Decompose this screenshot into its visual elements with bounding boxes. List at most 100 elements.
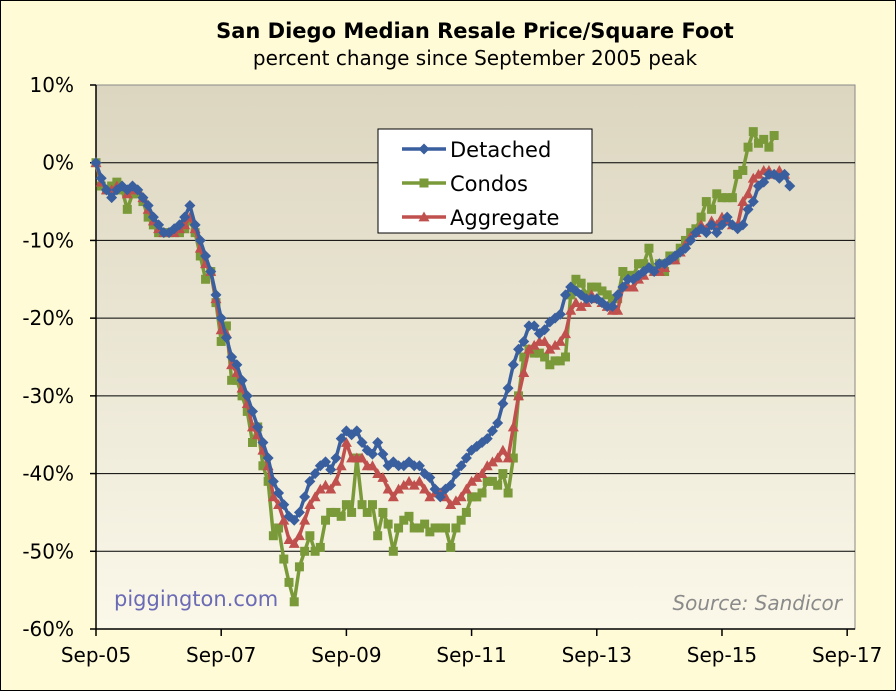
detached-point <box>95 172 107 184</box>
aggregate-point <box>554 335 566 346</box>
detached-point <box>518 335 530 347</box>
condos-point <box>441 523 451 533</box>
detached-point <box>189 219 201 231</box>
condos-point <box>289 597 299 607</box>
condos-point <box>493 480 503 490</box>
aggregate-point <box>320 479 332 490</box>
condos-point <box>482 476 492 486</box>
detached-point <box>267 475 279 487</box>
aggregate-point <box>492 452 504 463</box>
detached-point <box>737 219 749 231</box>
aggregate-point <box>460 483 472 494</box>
condos-point <box>707 204 717 214</box>
condos-point <box>534 348 544 358</box>
y-tick-label: -20% <box>22 306 74 330</box>
detached-point <box>429 483 441 495</box>
legend-aggregate-marker <box>418 211 430 222</box>
aggregate-point <box>314 483 326 494</box>
condos-point <box>722 193 732 203</box>
aggregate-point <box>335 460 347 471</box>
aggregate-point <box>330 475 342 486</box>
aggregate-point <box>752 168 764 179</box>
detached-point <box>711 227 723 239</box>
condos-point <box>733 169 743 179</box>
detached-point <box>481 433 493 445</box>
x-axis-ticks: Sep-05 Sep-07 Sep-09 Sep-11 Sep-13 Sep-15 Sep-… <box>61 629 882 667</box>
condos-point <box>712 189 722 199</box>
condos-point <box>717 193 727 203</box>
condos-point <box>618 267 628 277</box>
x-tick-label: Sep-11 <box>436 643 506 667</box>
aggregate-point <box>466 475 478 486</box>
condos-point <box>216 336 226 346</box>
detached-point <box>758 176 770 188</box>
detached-point <box>252 421 264 433</box>
condos-point <box>435 523 445 533</box>
aggregate-point <box>539 335 551 346</box>
detached-point <box>747 196 759 208</box>
condos-point <box>284 577 294 587</box>
detached-point <box>648 266 660 278</box>
condos-point <box>315 542 325 552</box>
aggregate-point <box>486 456 498 467</box>
detached-point <box>539 324 551 336</box>
detached-point <box>147 211 159 223</box>
detached-point <box>106 192 118 204</box>
condos-point <box>279 554 289 564</box>
condos-point <box>446 542 456 552</box>
detached-point <box>700 227 712 239</box>
condos-point <box>451 523 461 533</box>
detached-point <box>450 468 462 480</box>
detached-point <box>721 211 733 223</box>
condos-point <box>294 562 304 572</box>
watermark-text: piggington.com <box>114 587 278 611</box>
detached-point <box>742 203 754 215</box>
detached-point <box>492 417 504 429</box>
condos-point <box>414 523 424 533</box>
condos-point <box>696 212 706 222</box>
detached-series <box>90 157 796 526</box>
detached-point <box>100 184 112 196</box>
detached-point <box>460 452 472 464</box>
aggregate-point <box>424 491 436 502</box>
detached-point <box>220 332 232 344</box>
condos-point <box>456 515 466 525</box>
condos-point <box>201 274 211 284</box>
detached-point <box>278 499 290 511</box>
chart-title: San Diego Median Resale Price/Square Foo… <box>216 19 734 43</box>
aggregate-point <box>408 479 420 490</box>
condos-point <box>268 531 278 541</box>
detached-point <box>241 390 253 402</box>
aggregate-point <box>737 196 749 206</box>
aggregate-point <box>366 460 378 471</box>
condos-point <box>404 511 414 521</box>
detached-point <box>173 219 185 231</box>
condos-point <box>571 274 581 284</box>
aggregate-point <box>507 421 519 432</box>
aggregate-point <box>455 491 467 502</box>
condos-point <box>644 243 654 253</box>
detached-point <box>554 308 566 320</box>
condos-point <box>639 259 649 269</box>
legend-detached-label: Detached <box>450 138 551 162</box>
condos-point <box>227 375 237 385</box>
condos-point <box>477 488 487 498</box>
detached-point <box>497 398 509 410</box>
condos-point <box>519 352 529 362</box>
detached-point <box>330 452 342 464</box>
detached-point <box>309 468 321 480</box>
condos-point <box>738 165 748 175</box>
y-tick-label: -50% <box>22 539 74 563</box>
condos-point <box>498 469 508 479</box>
condos-point <box>430 523 440 533</box>
detached-point <box>194 234 206 246</box>
detached-point <box>299 491 311 503</box>
condos-point <box>503 488 513 498</box>
detached-point <box>372 436 384 448</box>
x-tick-label: Sep-15 <box>687 643 757 667</box>
aggregate-point <box>393 483 405 494</box>
condos-point <box>550 356 560 366</box>
y-tick-label: -10% <box>22 228 74 252</box>
detached-point <box>288 514 300 526</box>
